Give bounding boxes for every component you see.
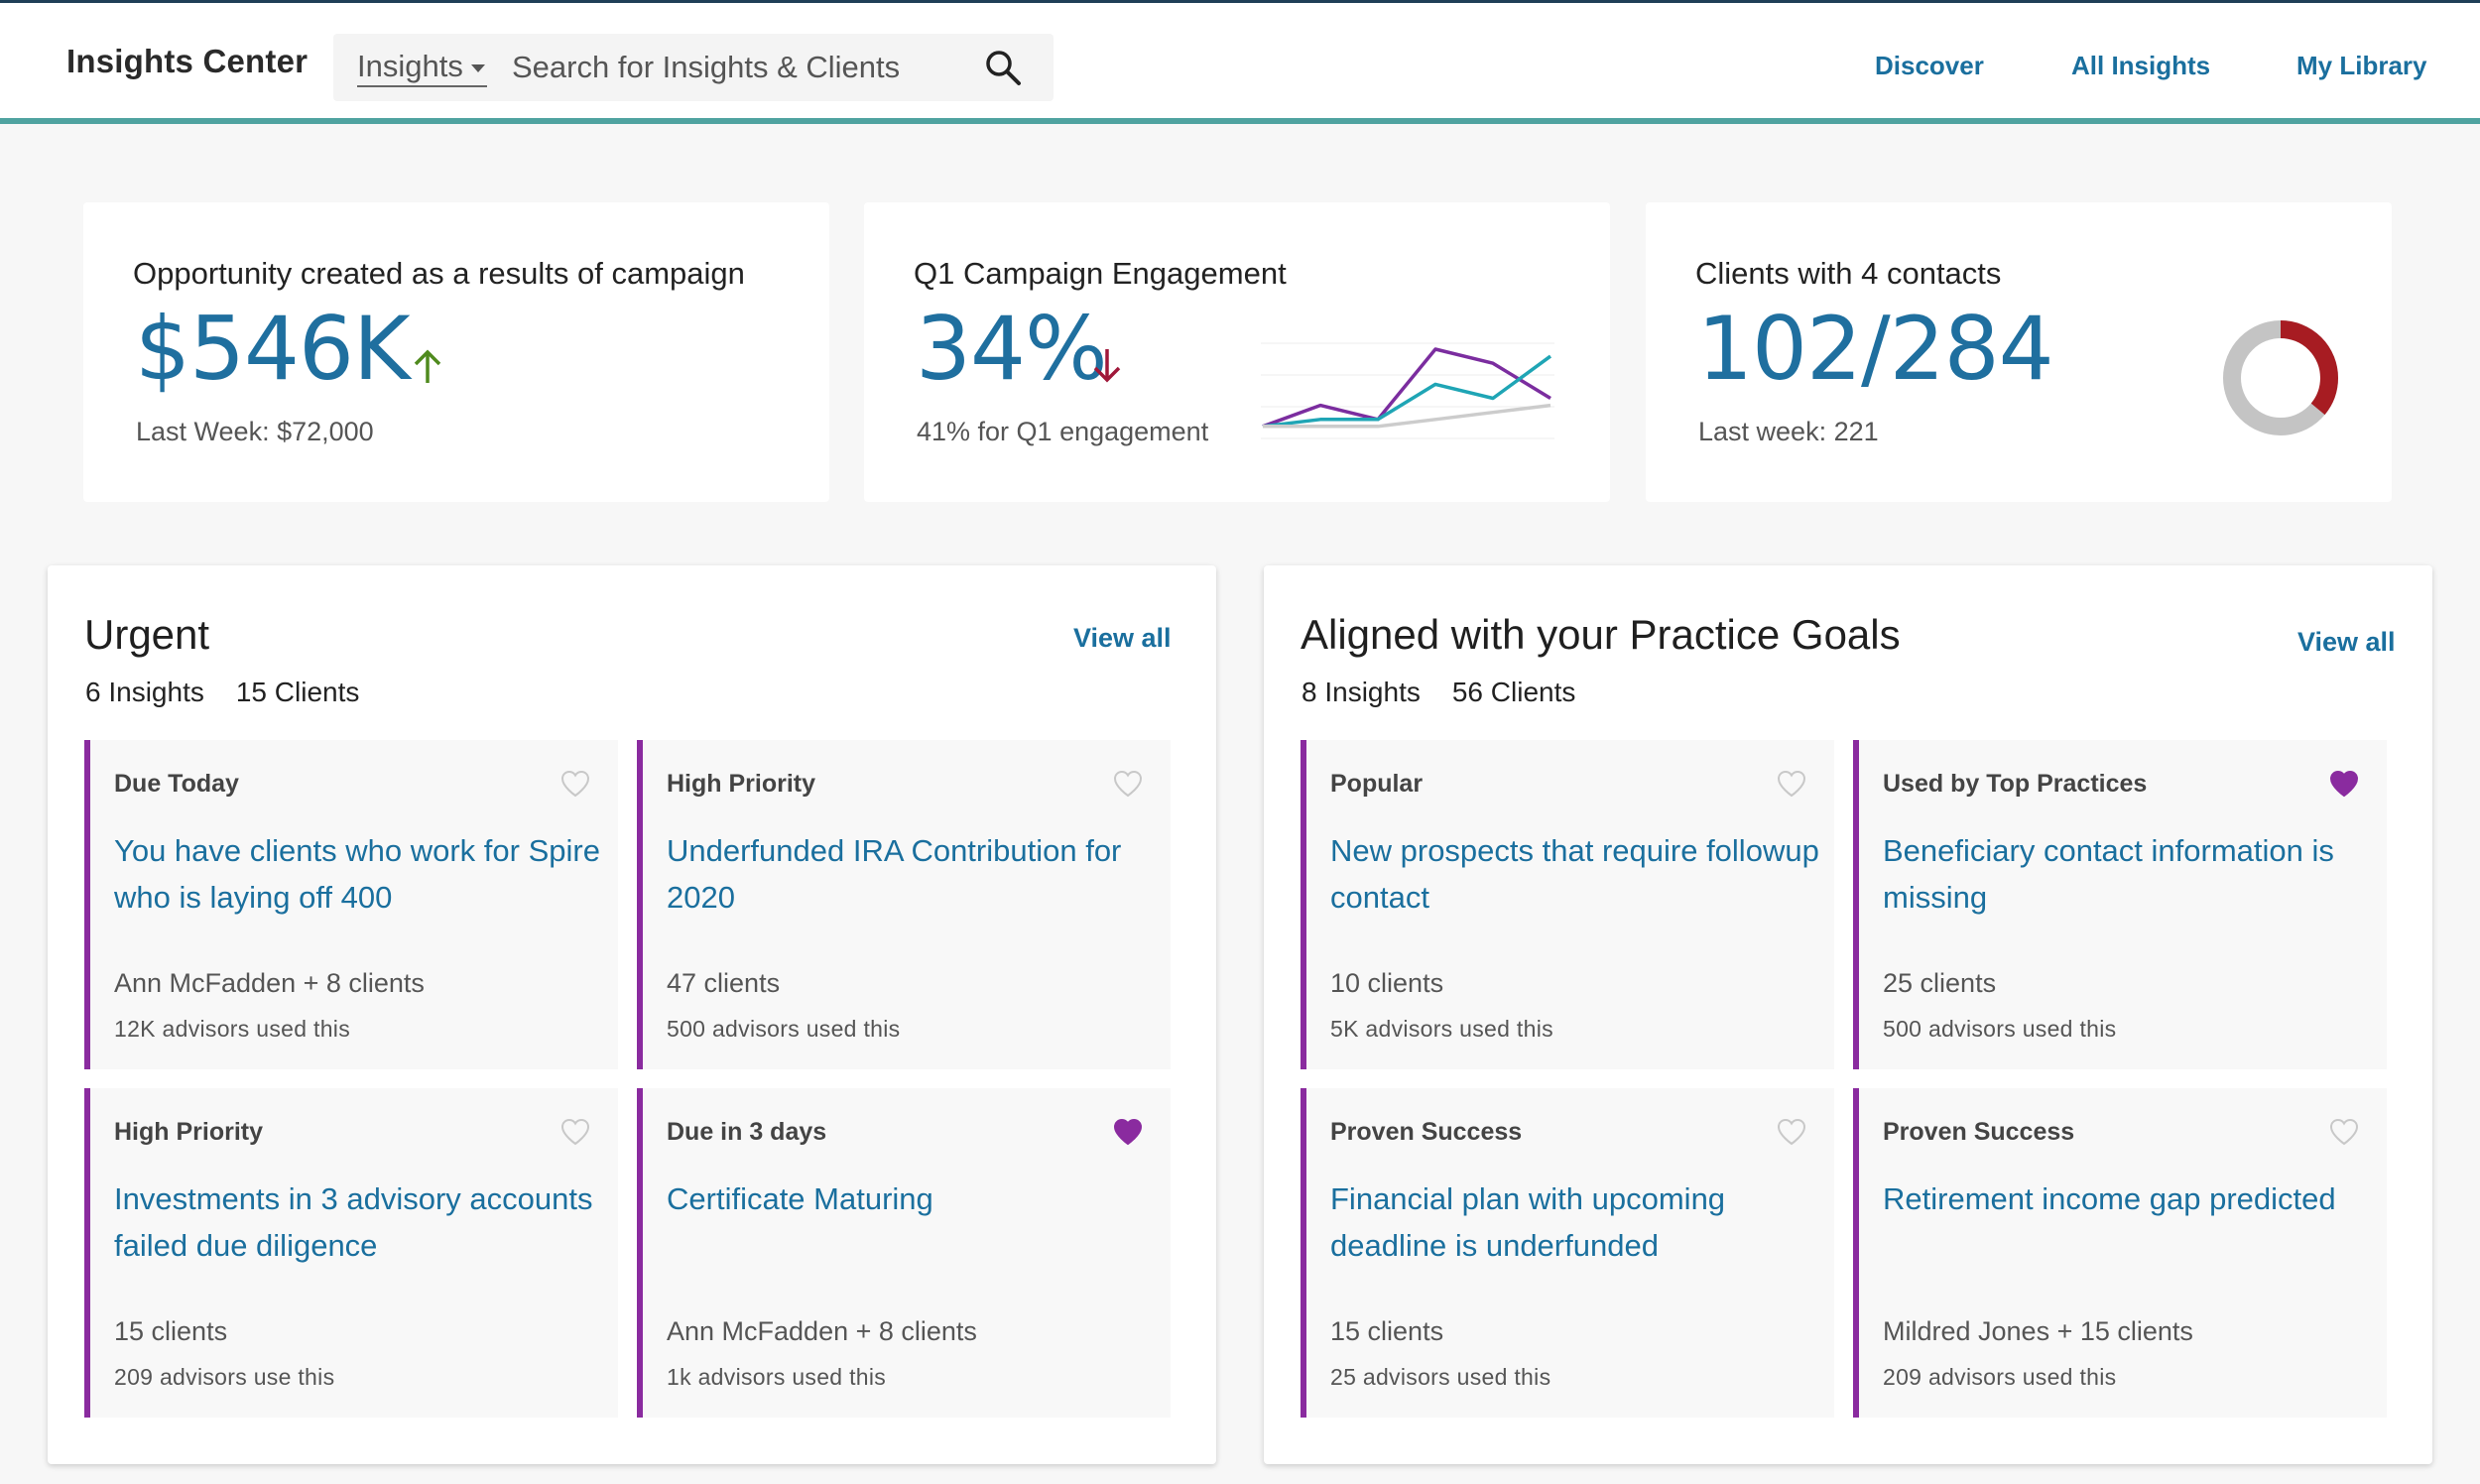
insights-count: 6 Insights [85, 677, 204, 707]
card-title-link[interactable]: Retirement income gap predicted [1883, 1181, 2336, 1216]
search-scope-dropdown[interactable]: Insights [357, 48, 487, 87]
clients-count: 56 Clients [1451, 677, 1576, 707]
insight-card[interactable]: High Priority Investments in 3 advisory a… [84, 1088, 618, 1418]
card-usage: 5K advisors used this [1330, 1016, 1553, 1042]
panel-stats: 6 Insights 15 Clients [85, 677, 359, 708]
card-priority-tag: Proven Success [1330, 1118, 1523, 1146]
insight-card[interactable]: Popular New prospects that require follow… [1301, 740, 1834, 1069]
card-priority-tag: Used by Top Practices [1883, 770, 2148, 798]
card-clients: Ann McFadden + 8 clients [114, 968, 425, 998]
view-all-urgent-link[interactable]: View all [1073, 623, 1172, 653]
insight-card[interactable]: High Priority Underfunded IRA Contributio… [637, 740, 1171, 1069]
card-priority-tag: High Priority [114, 1118, 264, 1146]
card-title-link[interactable]: Financial plan with upcoming deadline is… [1330, 1181, 1726, 1263]
kpi-title: Opportunity created as a results of camp… [133, 256, 745, 291]
card-title-link[interactable]: Certificate Maturing [667, 1181, 933, 1216]
insight-card[interactable]: Used by Top Practices Beneficiary contact… [1853, 740, 2387, 1069]
card-title-link[interactable]: Investments in 3 advisory accounts faile… [114, 1181, 593, 1263]
clients-count: 15 Clients [235, 677, 360, 707]
card-clients: 47 clients [667, 968, 781, 998]
card-usage: 209 advisors used this [1883, 1364, 2117, 1390]
card-title-link[interactable]: Underfunded IRA Contribution for 2020 [667, 833, 1122, 915]
kpi-card-contacts[interactable]: Clients with 4 contacts 102/284 Last wee… [1646, 202, 2392, 502]
search-icon[interactable] [983, 48, 1025, 89]
donut-fill [2223, 320, 2338, 435]
heart-outline-icon[interactable] [560, 1118, 590, 1146]
card-priority-tag: Popular [1330, 770, 1424, 798]
sparkline-series-1 [1262, 347, 1551, 429]
nav-discover[interactable]: Discover [1875, 51, 1984, 80]
kpi-card-engagement[interactable]: Q1 Campaign Engagement 34% 41% for Q1 en… [864, 202, 1610, 502]
search-input[interactable] [512, 46, 948, 89]
kpi-title: Clients with 4 contacts [1695, 256, 2002, 291]
heart-outline-icon[interactable] [1777, 770, 1806, 798]
kpi-value: 102/284 [1697, 298, 2054, 400]
card-title-link[interactable]: You have clients who work for Spire who … [114, 833, 600, 915]
trend-up-icon [414, 349, 441, 383]
kpi-subtext: Last week: 221 [1698, 417, 1879, 446]
kpi-title: Q1 Campaign Engagement [914, 256, 1287, 291]
insights-count: 8 Insights [1302, 677, 1421, 707]
search-scope-label: Insights [357, 49, 463, 83]
panel-stats: 8 Insights 56 Clients [1302, 677, 1575, 708]
heart-outline-icon[interactable] [560, 770, 590, 798]
card-priority-tag: High Priority [667, 770, 816, 798]
card-usage: 209 advisors use this [114, 1364, 335, 1390]
heart-filled-icon[interactable] [2329, 770, 2359, 798]
card-clients: Mildred Jones + 15 clients [1883, 1316, 2193, 1346]
search-box: Insights [333, 34, 1054, 101]
kpi-value: $546K [135, 298, 411, 400]
card-usage: 500 advisors used this [667, 1016, 901, 1042]
card-priority-tag: Proven Success [1883, 1118, 2075, 1146]
card-priority-tag: Due Today [114, 770, 239, 798]
card-title-link[interactable]: New prospects that require followup cont… [1330, 833, 1819, 915]
card-clients: 15 clients [1330, 1316, 1444, 1346]
panel-title: Urgent [84, 611, 210, 658]
nav-my-library[interactable]: My Library [2296, 51, 2427, 80]
card-clients: 10 clients [1330, 968, 1444, 998]
insight-card[interactable]: Proven Success Financial plan with upcomi… [1301, 1088, 1834, 1418]
kpi-subtext: 41% for Q1 engagement [917, 417, 1209, 446]
card-usage: 500 advisors used this [1883, 1016, 2117, 1042]
card-usage: 12K advisors used this [114, 1016, 351, 1042]
kpi-card-opportunity[interactable]: Opportunity created as a results of camp… [83, 202, 829, 502]
kpi-subtext: Last Week: $72,000 [136, 417, 374, 446]
card-clients: 25 clients [1883, 968, 1997, 998]
heart-outline-icon[interactable] [1777, 1118, 1806, 1146]
card-title-link[interactable]: Beneficiary contact information is missi… [1883, 833, 2334, 915]
insight-card[interactable]: Due in 3 days Certificate Maturing Ann McF… [637, 1088, 1171, 1418]
nav-all-insights[interactable]: All Insights [2071, 51, 2211, 80]
panel-title: Aligned with your Practice Goals [1301, 611, 1901, 658]
card-usage: 1k advisors used this [667, 1364, 887, 1390]
heart-filled-icon[interactable] [1113, 1118, 1143, 1146]
chevron-down-icon [470, 64, 485, 72]
insight-card[interactable]: Due Today You have clients who work for S… [84, 740, 618, 1069]
heart-outline-icon[interactable] [1113, 770, 1143, 798]
top-navigation-bar: Insights Center Insights Discover All In… [0, 0, 2480, 124]
sparkline-series-3 [1263, 403, 1551, 429]
card-clients: 15 clients [114, 1316, 228, 1346]
view-all-goals-link[interactable]: View all [2297, 627, 2396, 657]
heart-outline-icon[interactable] [2329, 1118, 2359, 1146]
card-clients: Ann McFadden + 8 clients [667, 1316, 977, 1346]
kpi-value: 34% [916, 298, 1108, 400]
sparkline-series-2 [1262, 354, 1552, 429]
contacts-donut-chart [2223, 320, 2338, 435]
practice-goals-panel: Aligned with your Practice Goals View al… [1264, 565, 2432, 1464]
engagement-sparkline [1261, 342, 1554, 439]
urgent-panel: Urgent View all 6 Insights 15 Clients Du… [48, 565, 1216, 1464]
card-priority-tag: Due in 3 days [667, 1118, 827, 1146]
insight-card[interactable]: Proven Success Retirement income gap pred… [1853, 1088, 2387, 1418]
trend-down-icon [1093, 349, 1121, 383]
card-usage: 25 advisors used this [1330, 1364, 1551, 1390]
app-title: Insights Center [66, 43, 309, 79]
